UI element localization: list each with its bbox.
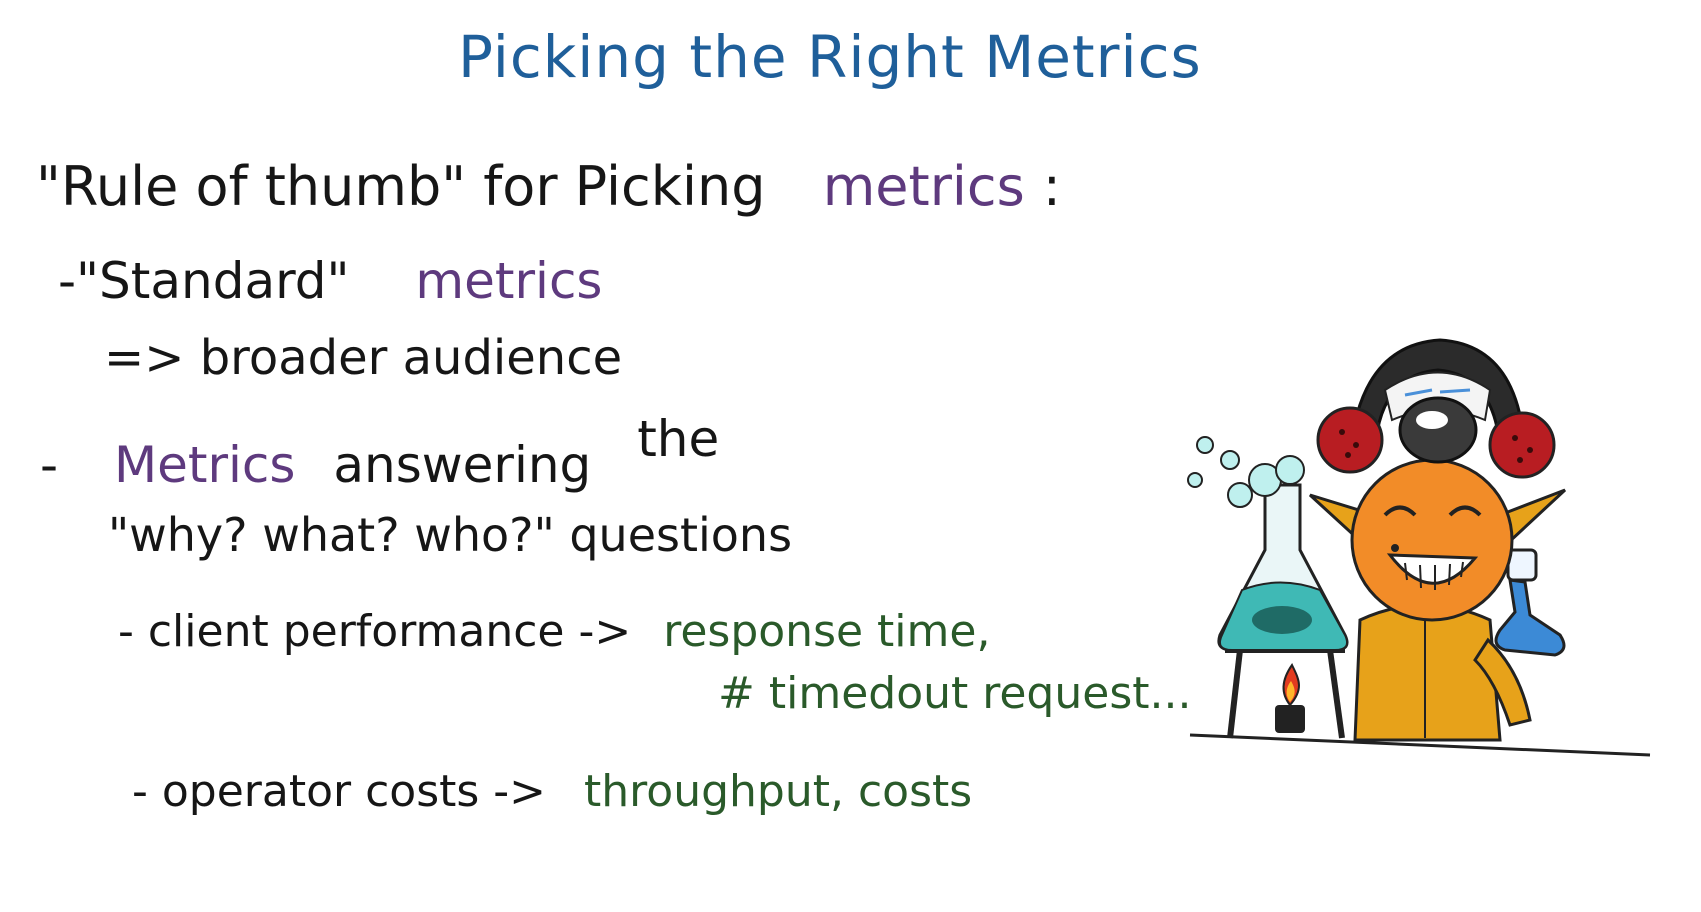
metrics-answering-highlight: Metrics — [113, 436, 296, 494]
the-word: the — [637, 410, 720, 468]
operator-costs-item: - operator costs -> throughput, costs — [132, 770, 972, 814]
answering-word: answering — [333, 436, 592, 494]
timedout-request-result: # timedout request... — [718, 668, 1192, 719]
metrics-answering-dash: - — [40, 436, 59, 494]
client-performance-label: - client performance -> — [118, 606, 632, 657]
standard-prefix: -"Standard" — [58, 252, 350, 310]
client-performance-item: - client performance -> response time, — [118, 610, 990, 654]
heading-colon: : — [1042, 155, 1061, 218]
rule-of-thumb-heading: "Rule of thumb" for Picking metrics: — [36, 160, 1061, 214]
response-time-result: response time, — [663, 606, 991, 657]
scientist-character-icon — [1187, 338, 1651, 757]
metrics-highlight: metrics — [822, 155, 1025, 218]
standard-metrics-highlight: metrics — [415, 252, 603, 310]
throughput-costs-result: throughput, costs — [584, 766, 973, 817]
rule-of-thumb-prefix: "Rule of thumb" for Picking — [36, 155, 766, 218]
broader-audience-line: => broader audience — [104, 330, 623, 386]
questions-line: "why? what? who?" questions — [108, 508, 793, 562]
metrics-answering-item: - Metrics answering the — [40, 414, 719, 490]
operator-costs-label: - operator costs -> — [132, 766, 547, 817]
page-title: Picking the Right Metrics — [458, 23, 1202, 91]
standard-metrics-item: -"Standard" metrics — [58, 256, 602, 306]
